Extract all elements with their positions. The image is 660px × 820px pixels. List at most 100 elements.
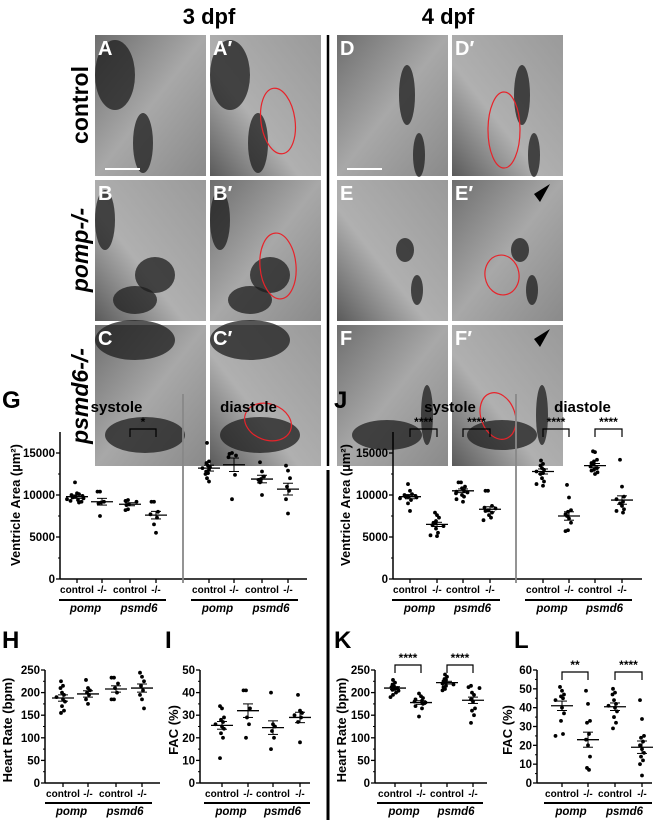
data-point [612,715,616,719]
data-point [436,530,440,535]
gene-label: psmd6 [105,806,144,818]
data-point [109,675,114,680]
row-label-pomp: pomp-/- [67,208,93,293]
data-point [569,520,573,525]
micrograph-panel: E [337,180,448,321]
gene-label: pomp [214,806,246,818]
data-point [642,734,646,738]
data-point [140,697,144,702]
arrowhead-icon [534,329,550,347]
y-tick-label: 200 [351,688,370,700]
significance-label: **** [399,651,418,665]
data-point [260,469,264,474]
category-label: -/- [295,789,304,800]
data-point [477,686,482,690]
significance-label: **** [619,658,638,672]
data-point [620,484,624,489]
category-label: -/- [485,585,494,596]
micrograph-panel: B′ [210,180,321,321]
data-point [406,482,410,486]
row-label-psmd6: psmd6-/- [67,348,93,445]
data-point [428,533,433,538]
data-point [61,683,65,688]
y-tick-label: 15000 [356,448,388,460]
data-point [588,718,592,723]
data-point [286,511,290,516]
data-point [542,479,546,484]
category-label: -/- [416,789,425,800]
y-tick-label: 40 [182,688,195,700]
data-point [489,515,493,520]
data-point [553,698,558,703]
data-point [481,518,486,523]
tissue-shadow [421,385,433,445]
category-label: -/- [137,789,146,800]
data-point [469,720,473,725]
y-tick-label: 0 [189,778,195,790]
ventricle-outline [484,254,520,296]
significance-label: ** [570,658,580,672]
y-axis-title: Heart Rate (bpm) [0,678,15,783]
data-point [584,688,588,693]
data-point [65,497,69,502]
significance-bracket [446,664,474,673]
data-point [451,682,456,687]
y-tick-label: 50 [27,755,40,767]
data-point [269,690,273,695]
data-point [565,483,569,487]
category-label: control [393,585,427,596]
data-point [534,482,539,486]
y-tick-label: 5000 [362,532,388,544]
tissue-shadow [536,385,548,445]
data-point [84,678,88,682]
category-label: control [113,585,147,596]
data-point [152,522,156,527]
data-point [622,507,626,512]
y-tick-label: 250 [21,665,40,677]
data-point [563,529,568,534]
data-point [562,692,566,697]
data-point [388,695,393,700]
column-header-3dpf: 3 dpf [183,4,236,29]
category-label: control [192,585,226,596]
row-label-control: control [67,66,93,144]
category-label: control [430,789,464,800]
data-point [123,498,128,503]
tissue-shadow [396,238,414,262]
panel-label: G [2,387,21,414]
data-point [445,674,449,679]
tissue-shadow [514,65,530,125]
ventricle-outline [479,392,517,440]
chart-panel-G: G Ventricle Area (µm²) 0 5000 10000 15000 syst… [2,387,307,615]
data-point [611,726,615,731]
panel-label: D′ [455,38,474,60]
panel-label: K [334,627,352,654]
data-point [588,754,592,759]
data-point [639,735,643,740]
micrograph-panel: E′ [452,180,563,321]
data-point [417,691,421,696]
y-tick-label: 0 [364,778,370,790]
panel-label: A′ [213,38,232,60]
data-point [142,706,146,711]
gene-label: pomp [69,603,101,615]
category-label: -/- [229,585,238,596]
tissue-shadow [228,286,272,314]
data-point [560,688,564,693]
chart-panel-L: L FAC (%) 0 10 20 30 40 50 60 control -/- control -/… [500,627,653,818]
y-axis-title: FAC (%) [500,705,515,755]
chart-panel-I: I FAC (%) 0 10 20 30 40 50 control -/- control -/- p… [165,627,311,818]
gene-label: psmd6 [605,806,644,818]
column-header-4dpf: 4 dpf [422,4,475,29]
data-point [408,509,412,513]
data-point [230,497,234,502]
panel-label: B′ [213,183,232,205]
micrograph-image [452,35,563,176]
category-label: control [378,789,412,800]
data-point [638,762,642,767]
y-tick-label: 150 [21,710,40,722]
y-tick-label: 150 [351,710,370,722]
data-point [233,472,237,477]
data-point [483,488,488,493]
